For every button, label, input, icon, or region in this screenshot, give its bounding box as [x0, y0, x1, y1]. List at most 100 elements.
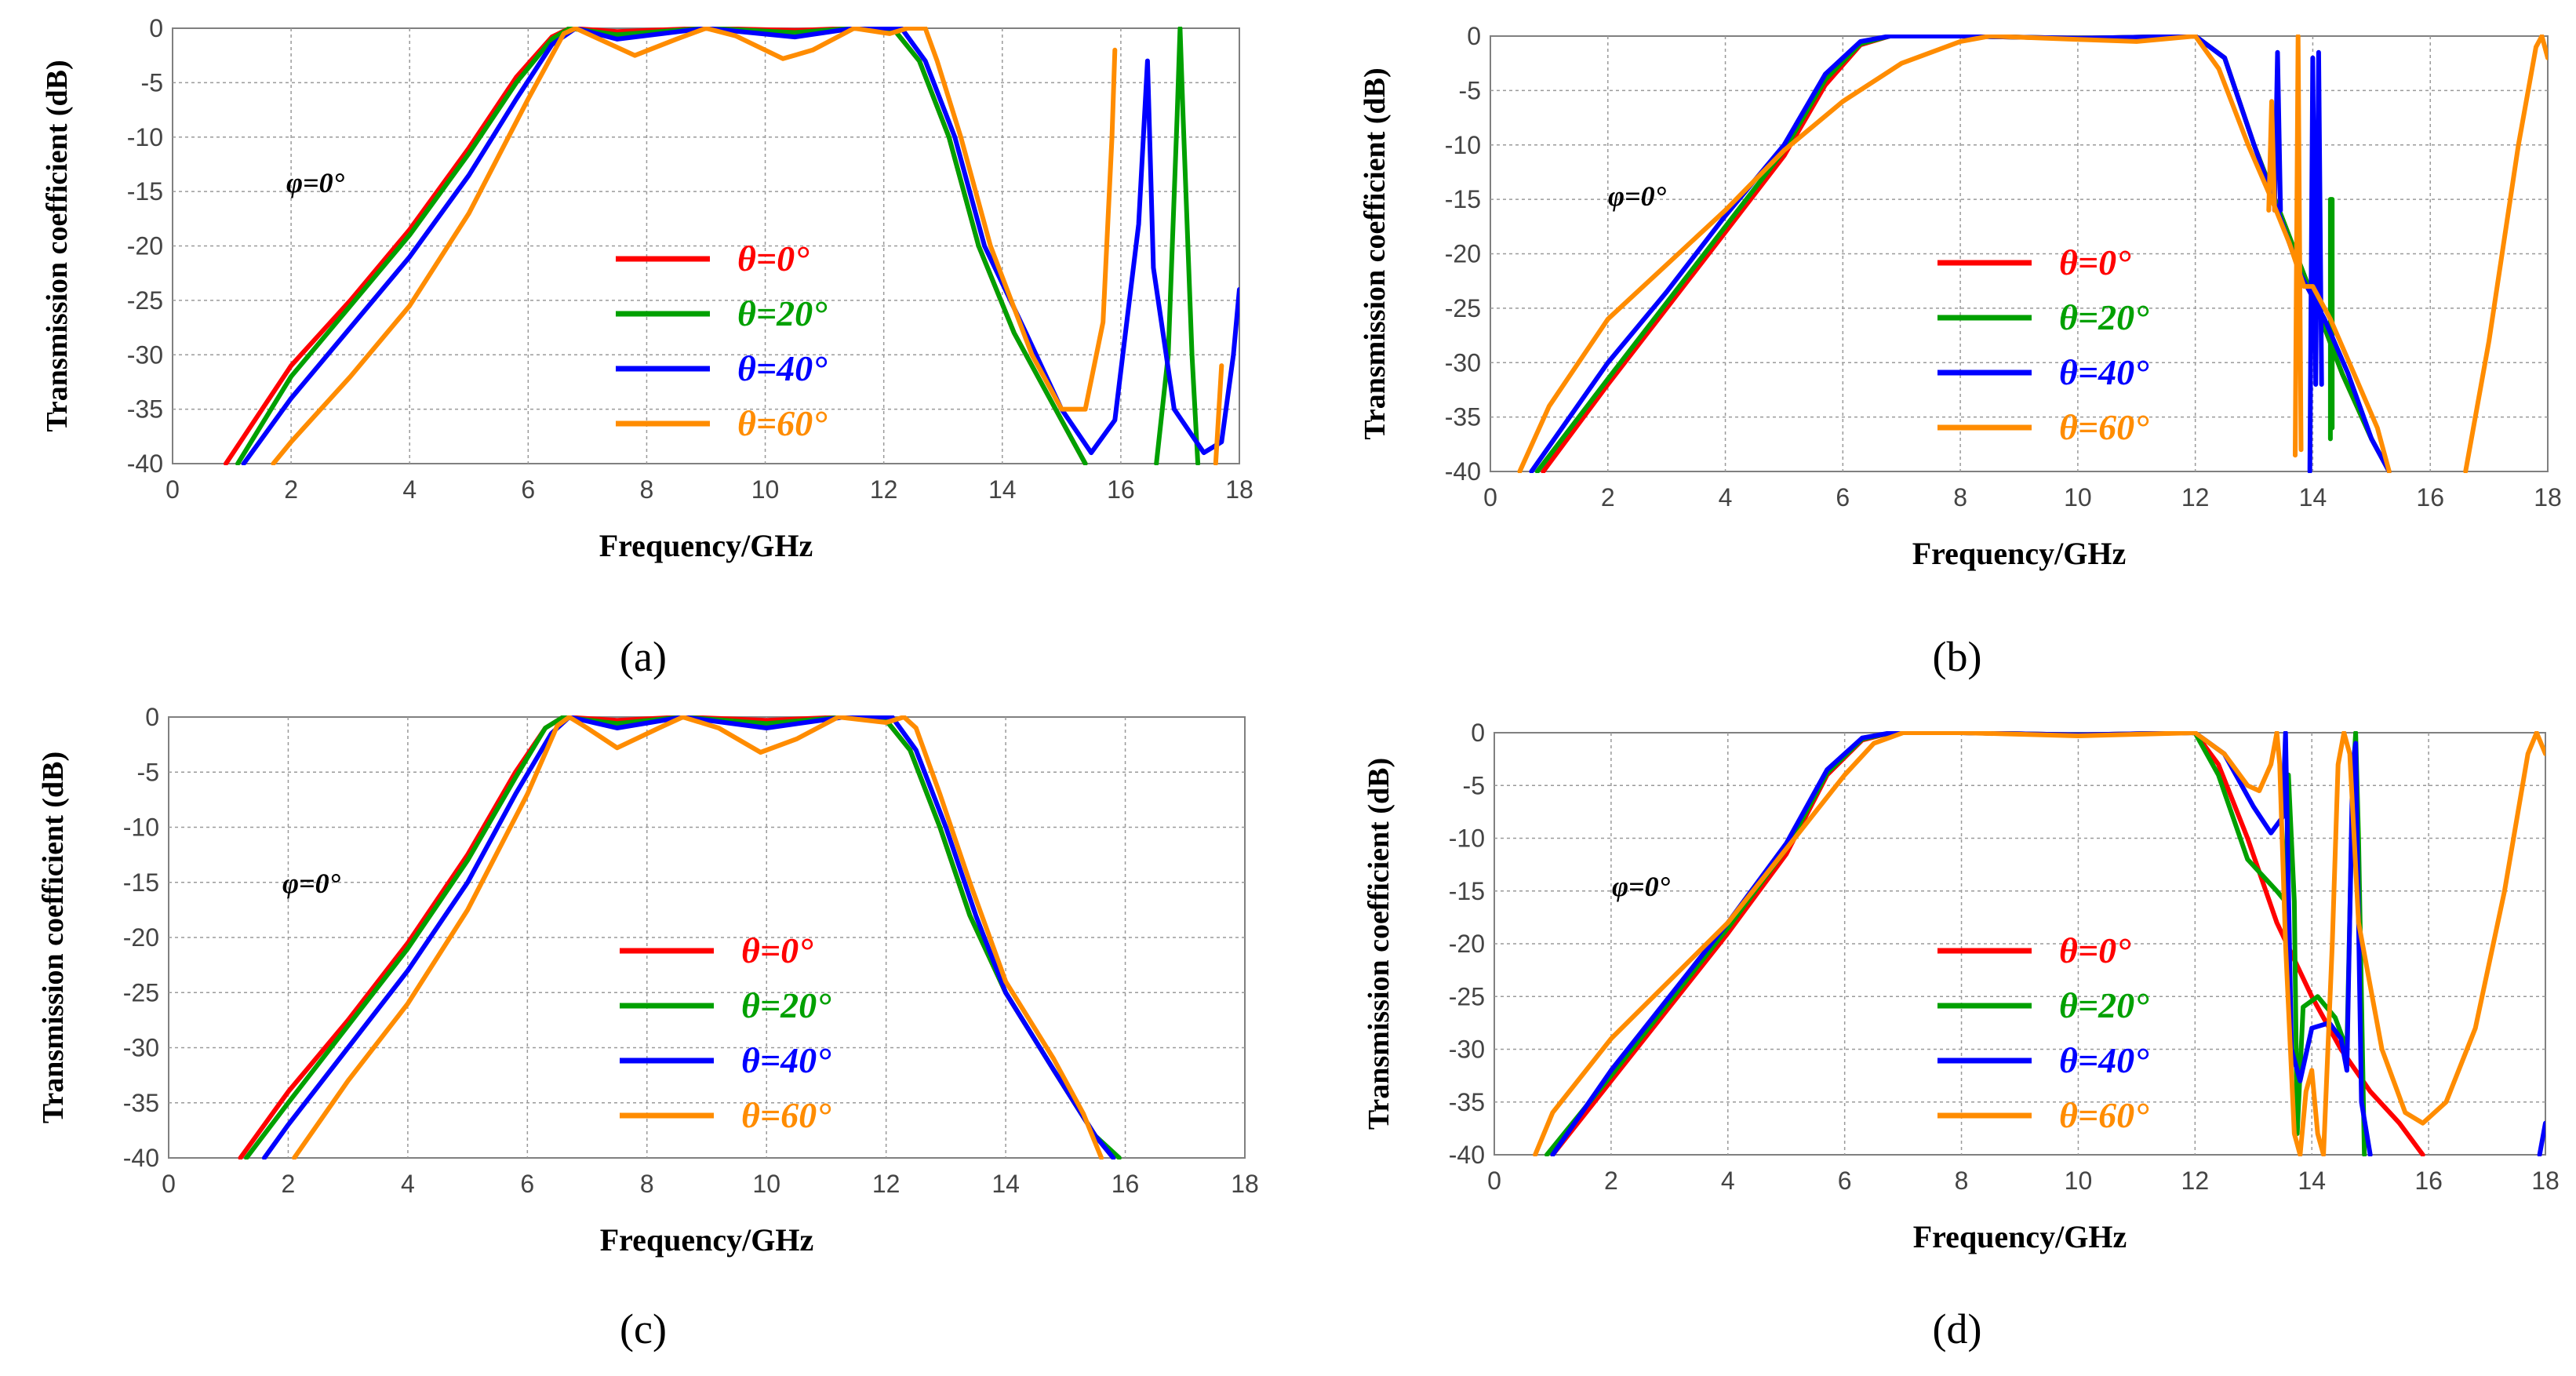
panel-d-legend-label: θ=40°: [2059, 1040, 2149, 1080]
panel-a-ytick-label: -25: [127, 286, 163, 315]
panel-a-ytick-label: -15: [127, 177, 163, 206]
panel-c-legend-label: θ=20°: [741, 985, 831, 1025]
panel-d-xtick-label: 12: [2181, 1167, 2210, 1195]
panel-a-ylabel: Transmission coefficient (dB): [41, 60, 74, 431]
panel-d-xtick-label: 0: [1487, 1167, 1501, 1195]
panel-d-series-line: [1533, 731, 2545, 1156]
panel-a-ytick-label: -30: [127, 340, 163, 369]
panel-a-ytick-label: -40: [127, 450, 163, 478]
panel-b-caption: (b): [1933, 633, 1982, 680]
panel-b-series-line: [1517, 35, 2392, 473]
panel-b-xtick-label: 2: [1601, 483, 1615, 511]
panel-a-ytick-label: -10: [127, 123, 163, 151]
panel-a-xtick-label: 16: [1107, 475, 1135, 504]
panel-d-ytick-label: -5: [1463, 771, 1485, 799]
panel-b-ytick-label: -25: [1445, 294, 1481, 322]
panel-c: (c) TE Frequency/GHz Transmission coeffi…: [37, 703, 1259, 1352]
panel-a-xtick-label: 4: [402, 475, 417, 504]
panel-a-legend-label: θ=60°: [737, 403, 828, 443]
panel-b-ylabel: Transmission coefficient (dB): [1359, 67, 1392, 439]
panel-c-legend-label: θ=60°: [741, 1095, 831, 1135]
panel-c-xlabel: Frequency/GHz: [600, 1222, 814, 1258]
panel-b-xtick-label: 10: [2064, 483, 2092, 511]
panel-a-series-line: [241, 27, 1239, 465]
panel-c-ytick-label: -5: [137, 758, 159, 786]
panel-a-xtick-label: 0: [166, 475, 180, 504]
panel-a-xtick-label: 2: [284, 475, 298, 504]
panel-b-xtick-label: 14: [2299, 483, 2327, 511]
panel-c-xtick-label: 14: [991, 1170, 1020, 1198]
panel-b-legend-label: θ=0°: [2059, 242, 2131, 282]
panel-d-xtick-label: 14: [2298, 1167, 2326, 1195]
panel-d-legend-label: θ=20°: [2059, 985, 2149, 1025]
panel-a-ytick-label: -20: [127, 232, 163, 260]
panel-a-xtick-label: 10: [751, 475, 780, 504]
panel-d-ytick-label: -10: [1449, 825, 1485, 853]
panel-a-xtick-label: 18: [1225, 475, 1253, 504]
panel-c-ytick-label: -35: [123, 1089, 159, 1117]
panel-a-xtick-label: 14: [988, 475, 1017, 504]
panel-c-ytick-label: -25: [123, 978, 159, 1007]
panel-d-ylabel: Transmission coefficient (dB): [1363, 758, 1395, 1130]
panel-b-ytick-label: -35: [1445, 403, 1481, 431]
panel-d-ytick-label: -30: [1449, 1036, 1485, 1064]
panel-d-phi-label: φ=0°: [1612, 871, 1671, 902]
panel-a-legend-label: θ=20°: [737, 293, 828, 333]
panel-c-legend-label: θ=40°: [741, 1040, 831, 1080]
panel-c-series-line: [292, 715, 1104, 1159]
panel-d: (d) TM Frequency/GHz Transmission coeffi…: [1363, 719, 2560, 1352]
panel-b-legend-label: θ=20°: [2059, 297, 2149, 337]
panel-c-xtick-label: 4: [401, 1170, 415, 1198]
panel-a-ytick-label: 0: [149, 14, 163, 42]
panel-c-xtick-label: 12: [872, 1170, 901, 1198]
panel-b: (b) TM Frequency/GHz Transmission coeffi…: [1359, 22, 2562, 680]
panel-d-ytick-label: -15: [1449, 877, 1485, 905]
panel-b-ytick-label: -40: [1445, 457, 1481, 486]
panel-a-legend-label: θ=0°: [737, 238, 810, 278]
panel-c-legend-label: θ=0°: [741, 930, 813, 970]
panel-d-legend-label: θ=0°: [2059, 930, 2131, 970]
panel-d-ytick-label: -40: [1449, 1141, 1485, 1169]
panel-d-xtick-label: 4: [1721, 1167, 1735, 1195]
panel-b-ytick-label: 0: [1467, 22, 1481, 50]
panel-d-xlabel: Frequency/GHz: [1913, 1219, 2127, 1254]
panel-d-ytick-label: -35: [1449, 1088, 1485, 1116]
panel-b-legend-label: θ=40°: [2059, 352, 2149, 392]
panel-a-legend-label: θ=40°: [737, 348, 828, 388]
panel-c-xtick-label: 2: [282, 1170, 296, 1198]
panel-a-xtick-label: 12: [870, 475, 898, 504]
panel-c-xtick-label: 16: [1112, 1170, 1140, 1198]
panel-d-xtick-label: 6: [1838, 1167, 1852, 1195]
panel-c-ytick-label: -10: [123, 814, 159, 842]
panel-b-series-line: [2307, 49, 2324, 473]
panel-a-xtick-label: 6: [521, 475, 535, 504]
panel-d-caption: (d): [1933, 1305, 1982, 1352]
panel-d-xtick-label: 10: [2065, 1167, 2093, 1195]
panel-b-xtick-label: 4: [1719, 483, 1733, 511]
panel-c-ylabel: Transmission coefficient (dB): [37, 752, 70, 1123]
panel-a-caption: (a): [620, 633, 667, 680]
panel-d-series-line: [1550, 731, 2373, 1156]
panel-a-ytick-label: -5: [141, 68, 163, 96]
panel-d-ytick-label: 0: [1471, 719, 1485, 747]
panel-c-ytick-label: -40: [123, 1144, 159, 1172]
panel-b-series-line: [2463, 35, 2548, 473]
panel-c-phi-label: φ=0°: [282, 868, 341, 899]
panel-b-series-line: [2293, 35, 2304, 458]
panel-b-ytick-label: -30: [1445, 348, 1481, 377]
panel-c-ytick-label: -30: [123, 1034, 159, 1062]
panel-d-series-group: [1533, 731, 2545, 1156]
panel-a-ytick-label: -35: [127, 395, 163, 424]
panel-d-ytick-label: -20: [1449, 930, 1485, 958]
panel-c-ytick-label: -20: [123, 923, 159, 952]
panel-b-series-line: [2272, 49, 2283, 213]
panel-c-series-line: [262, 715, 1116, 1159]
panel-c-ytick-label: 0: [145, 703, 159, 731]
panel-b-xtick-label: 18: [2534, 483, 2562, 511]
panel-c-series-group: [238, 715, 1122, 1159]
panel-b-xlabel: Frequency/GHz: [1912, 536, 2127, 571]
panel-c-xtick-label: 18: [1231, 1170, 1259, 1198]
panel-b-series-line: [2266, 99, 2277, 213]
panel-a-xlabel: Frequency/GHz: [599, 528, 813, 563]
